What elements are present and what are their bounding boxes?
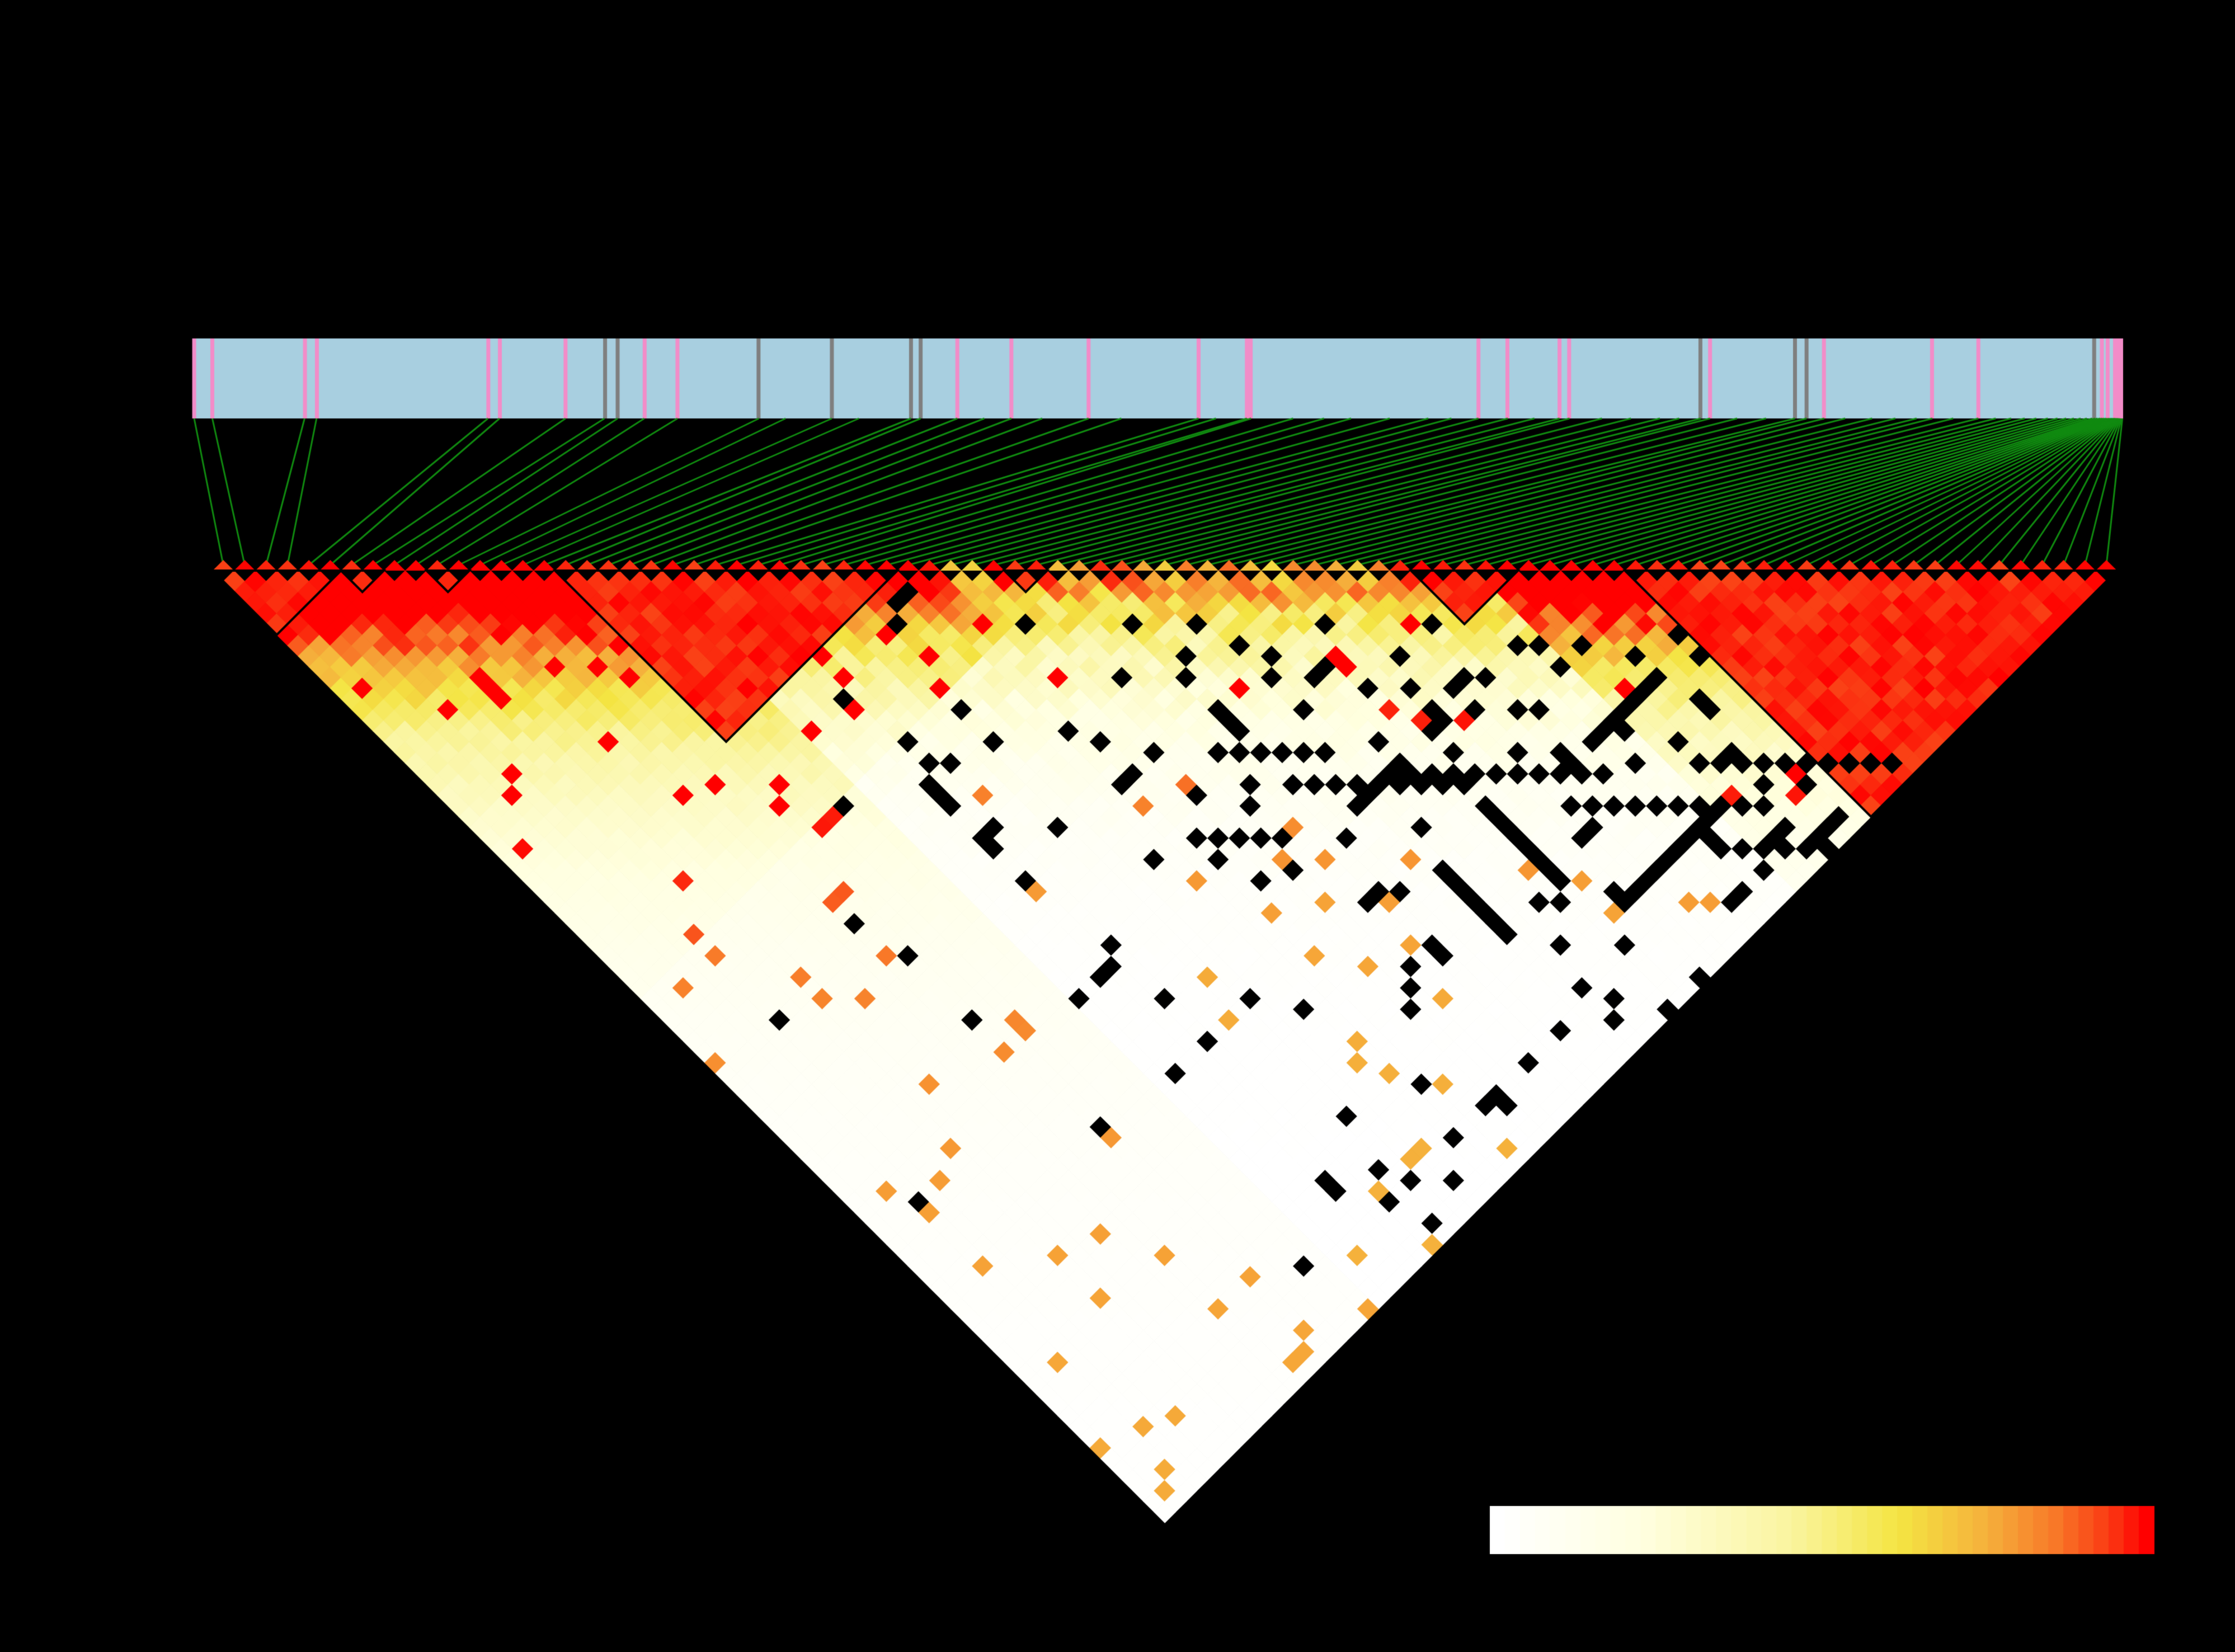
ld-plot-canvas — [0, 0, 2235, 1652]
ld-plot-figure: physical-map-track snp-connector-lines l… — [0, 0, 2235, 1652]
